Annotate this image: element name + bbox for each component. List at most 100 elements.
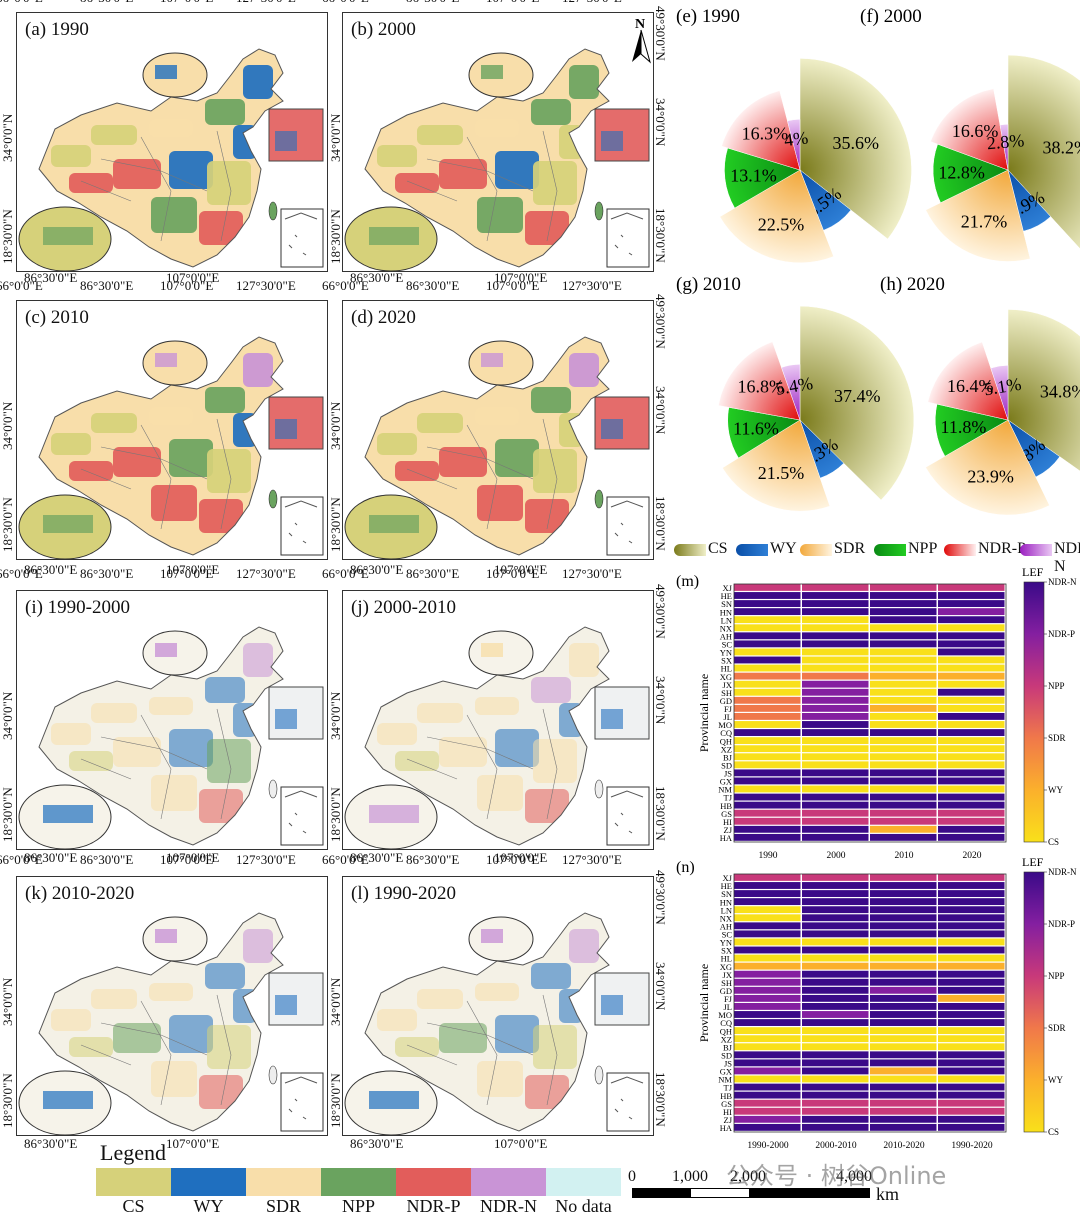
lon-tick: 86°30'0"E <box>350 270 404 285</box>
heatmap-cell <box>938 817 1005 825</box>
heatmap-cell <box>802 648 869 656</box>
heatmap-cell <box>870 688 937 696</box>
row-label: HL <box>721 954 732 964</box>
pie-slice-ndr-p <box>721 90 801 171</box>
pie-title: (g) 2010 <box>676 274 741 295</box>
heatmap-cell <box>734 914 801 922</box>
row-label: HB <box>720 801 732 811</box>
lat-tick: 49°30'0"N <box>653 870 668 925</box>
heatmap-cell <box>802 721 869 728</box>
row-label: JS <box>724 1059 732 1069</box>
row-label: NX <box>720 913 732 923</box>
map-label: (l) 1990-2020 <box>351 883 457 904</box>
pie-slice-ndr-n <box>990 365 1009 421</box>
heatmap-cell <box>734 1091 801 1099</box>
pie-slice-ndr-n <box>787 119 801 171</box>
heatmap-cell <box>802 632 869 640</box>
row-label: HN <box>720 607 732 617</box>
row-label: SN <box>721 599 732 609</box>
heatmap-cell <box>938 1043 1005 1051</box>
colorbar-tick: SDR <box>1048 1023 1066 1033</box>
heatmap-cell <box>734 713 801 720</box>
y-axis-label: Provincial name <box>697 674 711 752</box>
scale-1000: 1,000 <box>672 1168 708 1185</box>
pie-label: 12.8% <box>938 162 985 182</box>
row-label: SX <box>721 946 732 956</box>
map-graphic <box>344 626 650 849</box>
lat-tick: 18°30'0"N <box>0 497 15 552</box>
row-label: JL <box>724 712 733 722</box>
heatmap-cell <box>870 1035 937 1043</box>
heatmap-cell <box>938 656 1005 664</box>
heatmap-cell <box>802 600 869 607</box>
heatmap-cell <box>870 616 937 624</box>
heatmap-cell <box>938 592 1005 599</box>
heatmap-cell <box>870 946 937 954</box>
pie-label: 16.8% <box>738 377 785 397</box>
heatmap-cell <box>734 785 801 793</box>
row-label: NM <box>718 1075 732 1085</box>
heatmap-cell <box>870 978 937 986</box>
heatmap-cell <box>802 1099 869 1107</box>
lat-tick: 18°30'0"N <box>653 1072 668 1127</box>
legend-label: NDR-P <box>406 1196 461 1216</box>
heatmap-cell <box>802 1059 869 1067</box>
col-label: 1990-2020 <box>951 1141 992 1150</box>
heatmap-cell <box>938 874 1005 881</box>
heatmap-cell <box>870 785 937 793</box>
heatmap-cell <box>802 1067 869 1075</box>
lon-tick: 127°30'0"E <box>562 566 622 581</box>
heatmap-cell <box>870 930 937 938</box>
heatmap-cell <box>802 801 869 809</box>
heatmap-cell <box>802 656 869 664</box>
heatmap-cell <box>938 793 1005 801</box>
heatmap-cell <box>734 986 801 994</box>
pie-2: 37.4%7.3%21.5%11.6%16.8%5.4% <box>718 305 915 512</box>
row-label: TJ <box>724 793 733 803</box>
map-panel-d: (d) 2020 <box>342 300 654 560</box>
legend-label: CS <box>122 1196 145 1216</box>
row-label: YN <box>720 938 732 948</box>
heatmap-cell <box>734 1043 801 1051</box>
pie-label: 11.8% <box>941 417 987 437</box>
heatmap-cell <box>938 946 1005 954</box>
heatmap-cell <box>802 616 869 624</box>
pie-label: 4% <box>783 127 809 150</box>
heatmap-cell <box>870 1003 937 1010</box>
heatmap-cell <box>938 696 1005 704</box>
heatmap-cell <box>734 656 801 664</box>
heatmap-cell <box>734 664 801 672</box>
heatmap-cell <box>802 696 869 704</box>
heatmap-cell <box>870 680 937 688</box>
lon-tick: 127°30'0"E <box>562 278 622 293</box>
pie-slice-cs <box>1007 309 1080 472</box>
lon-tick: 127°30'0"E <box>562 0 622 6</box>
heatmap-cell <box>870 882 937 889</box>
row-label: GD <box>720 986 732 996</box>
lon-tick: 107°0'0"E <box>494 850 548 865</box>
lon-tick: 107°0'0"E <box>486 566 540 581</box>
heatmap-cell <box>734 817 801 825</box>
lon-tick: 66°0'0"E <box>322 566 369 581</box>
heatmap-cell <box>938 624 1005 632</box>
heatmap-cell <box>802 962 869 970</box>
heatmap-cell <box>802 793 869 801</box>
heatmap-cell <box>938 1059 1005 1067</box>
row-label: XG <box>720 672 732 682</box>
heatmap-cell <box>802 769 869 777</box>
heatmap-cell <box>734 704 801 712</box>
lon-tick: 66°0'0"E <box>322 852 369 867</box>
heatmap-cell <box>938 1003 1005 1010</box>
lon-tick: 86°30'0"E <box>406 566 460 581</box>
heatmap-cell <box>802 1123 869 1131</box>
lat-tick: 18°30'0"N <box>0 209 15 264</box>
colorbar <box>1023 871 1045 1133</box>
heatmap-cell <box>870 745 937 753</box>
pie-label: 21.7% <box>961 211 1008 231</box>
lon-tick: 86°30'0"E <box>24 1136 78 1151</box>
colorbar-tick: WY <box>1048 1075 1063 1085</box>
heatmap-cell <box>734 801 801 809</box>
heatmap-cell <box>802 874 869 881</box>
lon-tick: 66°0'0"E <box>322 0 369 6</box>
pie-legend-swatch <box>800 544 832 556</box>
